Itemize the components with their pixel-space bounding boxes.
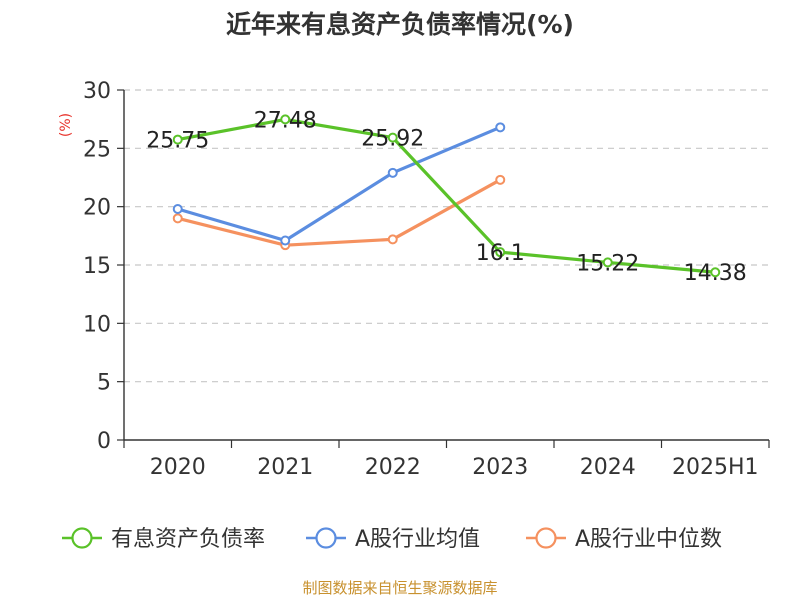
data-point [280,235,291,246]
legend-label: 有息资产负债率 [111,527,265,552]
data-point [387,167,398,178]
x-tick-label: 2022 [365,455,421,480]
x-tick-label: 2023 [472,455,528,480]
y-tick-label: 20 [83,196,111,221]
data-label: 14.38 [684,261,747,286]
series-lines [177,117,716,274]
legend-label: A股行业均值 [355,527,480,552]
data-point [495,247,506,258]
y-tick-label: 15 [83,254,111,279]
y-tick-labels: 0 5 10 15 20 25 30 [83,79,111,454]
legend-marker [315,527,337,549]
data-label: 25.75 [146,129,209,154]
y-tick-label: 0 [97,429,111,454]
y-tick-label: 10 [83,312,111,337]
source-note: 制图数据来自恒生聚源数据库 [302,579,497,597]
data-point [710,267,721,278]
data-label: 27.48 [254,108,317,133]
legend-marker [71,527,93,549]
data-point [280,114,291,125]
axes [117,89,770,448]
x-tick-label: 2021 [257,455,313,480]
series-line [177,178,502,247]
chart-title: 近年来有息资产负债率情况(%) [226,10,574,39]
grid-lines [124,89,769,383]
y-axis-unit-label: (%) [58,113,74,137]
data-point [602,257,613,268]
data-label: 15.22 [576,251,639,276]
data-point [387,132,398,143]
data-point [387,234,398,245]
data-point [172,204,183,214]
series-line [177,125,501,243]
x-tick-label: 2024 [580,455,636,480]
legend-item: A股行业均值 [306,527,480,552]
data-point [172,213,183,224]
series-line [177,117,716,274]
series-points [172,114,721,278]
legend-item: A股行业中位数 [526,527,722,552]
data-point [495,174,506,185]
data-label: 25.92 [361,127,424,152]
legend-label: A股行业中位数 [575,527,722,552]
legend-item: 有息资产负债率 [62,527,265,552]
data-point [495,122,506,133]
data-point [172,134,183,145]
x-tick-label: 2020 [150,455,206,480]
y-tick-label: 25 [83,137,111,162]
y-tick-label: 30 [83,79,111,104]
y-tick-label: 5 [97,371,111,396]
legend-marker [535,527,557,549]
x-tick-label: 2025H1 [672,455,759,480]
legend: 有息资产负债率 A股行业均值 A股行业中位数 [62,527,722,552]
x-tick-labels: 2020 2021 2022 2023 2024 2025H1 [150,455,759,480]
data-label: 16.1 [476,241,525,266]
data-labels: 25.75 27.48 25.92 16.1 15.22 14.38 [146,108,746,286]
